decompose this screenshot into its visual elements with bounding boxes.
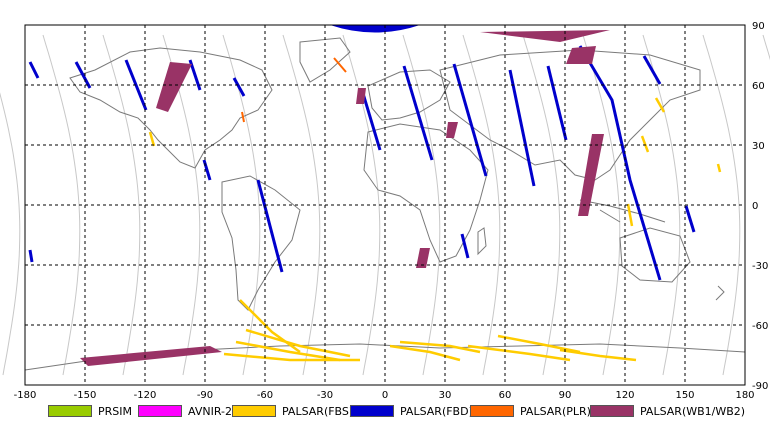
lat-lon-grid	[25, 25, 745, 385]
x-tick-label: -30	[317, 390, 333, 401]
legend-label: AVNIR-2	[188, 404, 232, 418]
wb-swath	[446, 122, 458, 138]
wb-swaths	[80, 30, 610, 366]
fbd-swath	[28, 61, 40, 79]
coast-south-america	[221, 175, 301, 311]
fbd-swath	[452, 63, 488, 177]
fbs-swath	[223, 352, 360, 362]
legend-swatch	[48, 405, 92, 417]
coast-madagascar	[477, 227, 487, 256]
fbd-swath	[684, 205, 696, 233]
x-tick-label: -120	[134, 390, 157, 401]
x-tick-label: 90	[559, 390, 572, 401]
coast-europe	[367, 69, 451, 121]
wb-swath	[416, 248, 430, 268]
plr-swath	[333, 57, 347, 73]
fbs-swaths	[148, 97, 722, 362]
fbs-swath	[559, 348, 637, 362]
legend-item: PALSAR(PLR)	[470, 404, 591, 418]
fbs-swath	[716, 163, 722, 173]
fbd-swath	[508, 69, 536, 187]
x-tick-label: 0	[382, 390, 388, 401]
fbs-swath	[148, 131, 156, 147]
wb-swath	[578, 134, 604, 216]
coast-new-zealand	[715, 285, 725, 301]
x-tick-label: 180	[735, 390, 754, 401]
legend: PRSIM AVNIR-2 PALSAR(FBS) PALSAR(FBD) PALSAR…	[0, 400, 770, 424]
y-tick-label: -30	[752, 261, 768, 272]
x-tick-label: 120	[615, 390, 634, 401]
y-tick-label: 30	[752, 141, 765, 152]
wb-swath	[566, 46, 596, 64]
fbd-swath	[28, 249, 34, 263]
coast-north-america	[69, 47, 273, 169]
coast-asia	[439, 49, 701, 181]
x-axis-ticks: -180 -150 -120 -90 -60 -30 0 30 60 90 120 150 180	[14, 390, 755, 401]
fbs-swath	[239, 299, 301, 354]
map-border	[24, 24, 746, 386]
fbd-swath	[256, 179, 284, 273]
wb-swath	[480, 30, 610, 42]
fbs-swath	[399, 340, 481, 354]
fbs-swath	[626, 203, 634, 227]
legend-item: PALSAR(FBS)	[232, 404, 353, 418]
fbs-swath	[467, 344, 571, 362]
fbd-swath	[188, 59, 202, 91]
legend-swatch	[350, 405, 394, 417]
coast-islands	[579, 199, 666, 223]
fbd-swath	[232, 77, 246, 97]
plr-swaths	[241, 57, 347, 123]
fbs-swath	[640, 135, 650, 153]
legend-item: PRSIM	[48, 404, 132, 418]
fbs-swath	[497, 334, 581, 354]
coast-australia	[619, 227, 691, 283]
legend-swatch	[138, 405, 182, 417]
x-tick-label: 30	[439, 390, 452, 401]
fbd-swath	[74, 61, 92, 89]
x-tick-label: -180	[14, 390, 37, 401]
fbs-swath	[245, 328, 351, 358]
fbd-swath	[546, 65, 568, 141]
fbd-swath	[460, 233, 470, 259]
wb-swath	[80, 346, 222, 366]
legend-label: PALSAR(WB1/WB2)	[640, 404, 746, 418]
fbs-swath	[654, 97, 666, 113]
legend-swatch	[590, 405, 634, 417]
legend-item: PALSAR(FBD)	[350, 404, 473, 418]
wb-swath	[156, 62, 192, 112]
coastlines	[24, 37, 746, 371]
plr-swath	[241, 111, 245, 123]
y-tick-label: 60	[752, 81, 765, 92]
y-tick-label: 90	[752, 21, 765, 32]
x-tick-label: -90	[197, 390, 213, 401]
wb-swath	[356, 88, 366, 104]
x-tick-label: 150	[675, 390, 694, 401]
legend-label: PRSIM	[98, 404, 132, 418]
x-tick-label: -150	[74, 390, 97, 401]
fbd-swaths	[28, 45, 696, 281]
fbd-swath	[360, 89, 382, 151]
fbd-polar-arc	[330, 25, 420, 33]
y-tick-label: 0	[752, 201, 758, 212]
y-tick-label: -90	[752, 381, 768, 392]
legend-swatch	[232, 405, 276, 417]
fbd-swath	[578, 45, 662, 281]
fbs-swath	[235, 340, 341, 362]
legend-item: PALSAR(WB1/WB2)	[590, 404, 745, 418]
fbd-swath	[402, 65, 434, 161]
fbd-swath	[642, 55, 662, 85]
y-axis-ticks: 90 60 30 0 -30 -60 -90	[752, 21, 768, 392]
x-tick-label: -60	[257, 390, 273, 401]
fbs-swath	[389, 344, 461, 362]
legend-label: PALSAR(FBS)	[282, 404, 354, 418]
coast-greenland	[299, 37, 351, 83]
legend-item: AVNIR-2	[138, 404, 232, 418]
y-tick-label: -60	[752, 321, 768, 332]
legend-label: PALSAR(FBD)	[400, 404, 473, 418]
legend-label: PALSAR(PLR)	[520, 404, 591, 418]
x-tick-label: 60	[499, 390, 512, 401]
legend-swatch	[470, 405, 514, 417]
orbit-track	[0, 92, 21, 376]
